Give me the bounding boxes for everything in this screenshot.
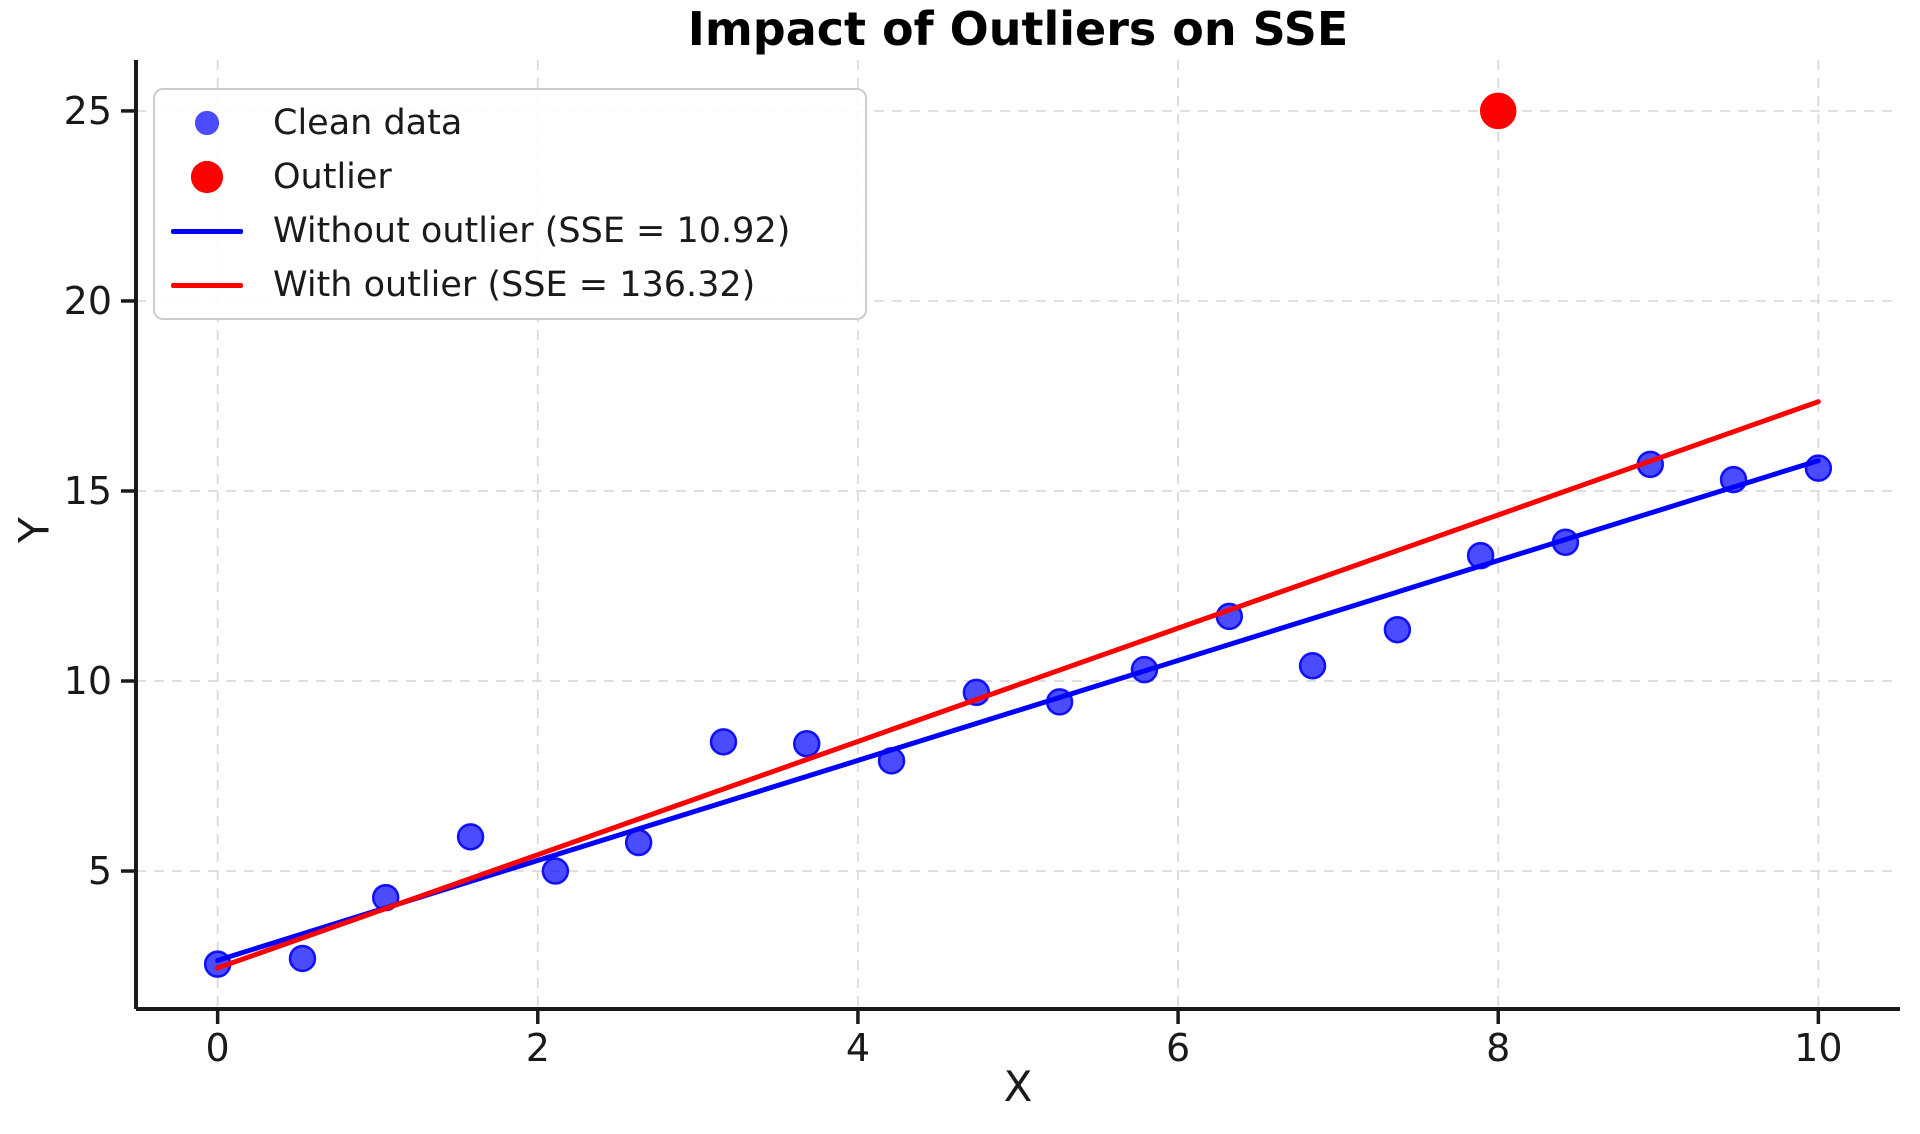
- legend-label: Outlier: [273, 157, 392, 197]
- legend-label: Without outlier (SSE = 10.92): [273, 211, 791, 251]
- x-tick-label: 4: [846, 1026, 870, 1070]
- legend-item: Clean data: [155, 96, 865, 150]
- legend-item: Without outlier (SSE = 10.92): [155, 204, 865, 258]
- clean-data-point: [1383, 615, 1412, 644]
- clean-data-point: [792, 729, 821, 758]
- legend-item: Outlier: [155, 150, 865, 204]
- legend-marker: [169, 111, 245, 135]
- legend-label: With outlier (SSE = 136.32): [273, 265, 756, 305]
- chart-title: Impact of Outliers on SSE: [687, 2, 1349, 56]
- clean-data-point: [456, 823, 485, 851]
- y-tick-label: 25: [64, 89, 112, 133]
- y-tick-label: 10: [64, 659, 112, 703]
- x-tick-label: 10: [1794, 1026, 1842, 1070]
- legend-marker-line: [171, 228, 243, 234]
- x-axis-label: X: [1003, 1062, 1033, 1111]
- fit-line-without-outlier: [215, 458, 1821, 963]
- clean-data-point: [709, 728, 738, 756]
- legend-marker-dot: [195, 111, 219, 135]
- clean-data-point: [288, 944, 317, 973]
- legend: Clean data Outlier Without outlier (SSE = …: [153, 88, 867, 320]
- x-tick-label: 6: [1166, 1026, 1190, 1070]
- legend-marker-line: [171, 282, 243, 288]
- legend-marker: [169, 160, 245, 194]
- clean-data-point: [1298, 652, 1327, 680]
- y-axis-label: Y: [9, 517, 59, 543]
- outlier-point: [1479, 92, 1517, 130]
- x-tick-label: 2: [526, 1026, 550, 1070]
- x-tick-label: 8: [1486, 1026, 1510, 1070]
- y-tick-label: 20: [64, 279, 112, 323]
- legend-marker: [169, 228, 245, 234]
- y-tick-label: 15: [64, 469, 112, 513]
- x-tick-label: 0: [206, 1026, 230, 1070]
- legend-marker-dot: [190, 160, 224, 194]
- clean-data-point: [541, 857, 570, 885]
- legend-marker: [169, 282, 245, 288]
- legend-label: Clean data: [273, 103, 463, 143]
- fit-line-with-outlier: [215, 399, 1821, 971]
- legend-item: With outlier (SSE = 136.32): [155, 258, 865, 312]
- y-tick-label: 5: [88, 849, 112, 893]
